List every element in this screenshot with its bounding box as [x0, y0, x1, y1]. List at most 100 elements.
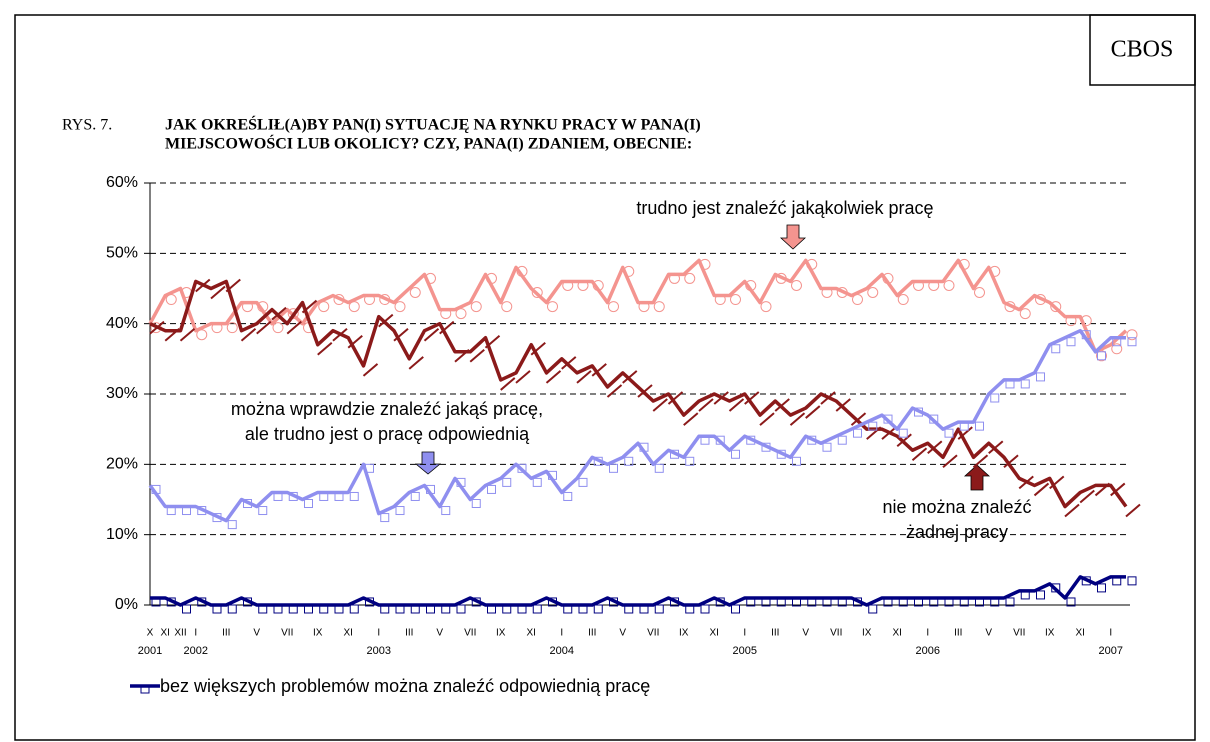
marker [700, 435, 710, 445]
marker [272, 322, 284, 334]
marker [591, 363, 607, 377]
marker [774, 398, 790, 412]
marker [1112, 576, 1122, 586]
marker [958, 258, 970, 270]
marker [776, 597, 786, 607]
x-year-label: 2003 [367, 645, 391, 657]
marker [287, 308, 299, 320]
marker [423, 327, 440, 342]
marker [775, 272, 787, 284]
marker [501, 301, 513, 313]
badge-box [1089, 14, 1196, 86]
arrow [779, 224, 807, 250]
marker [944, 597, 954, 607]
series-line [148, 258, 1128, 354]
marker [1049, 475, 1065, 490]
marker [776, 449, 786, 459]
marker [913, 279, 924, 291]
marker [728, 398, 745, 412]
marker [988, 440, 1004, 454]
marker [395, 604, 405, 614]
marker [456, 604, 466, 614]
marker [440, 308, 452, 320]
marker [683, 412, 699, 426]
marker [288, 604, 298, 614]
marker [1020, 590, 1030, 600]
x-tick-label: III [588, 628, 596, 639]
marker [745, 279, 757, 291]
marker [1036, 372, 1045, 382]
x-tick-label: III [954, 628, 962, 639]
marker [959, 421, 969, 431]
x-tick-label: XI [527, 628, 536, 639]
marker [347, 334, 363, 349]
marker [606, 384, 623, 398]
marker [286, 320, 302, 335]
marker [882, 272, 894, 284]
marker [806, 258, 818, 270]
marker [653, 301, 665, 313]
marker [530, 342, 546, 356]
marker [334, 604, 344, 614]
marker [821, 287, 833, 298]
marker [852, 294, 863, 306]
marker [1097, 351, 1106, 361]
x-tick-label: I [377, 628, 380, 639]
y-tick-label: 50% [106, 245, 138, 262]
marker [959, 597, 969, 607]
marker [700, 604, 710, 614]
marker [408, 356, 424, 370]
marker [151, 597, 161, 607]
marker [1005, 379, 1015, 389]
marker [333, 294, 345, 306]
marker [972, 454, 989, 469]
marker [365, 463, 374, 473]
marker [517, 604, 527, 614]
marker [1094, 482, 1111, 497]
marker [364, 294, 375, 306]
title: MIEJSCOWOŚCI LUB OKOLICY? CZY, PANA(I) Z… [165, 134, 692, 153]
marker [1097, 583, 1106, 593]
marker [225, 278, 241, 293]
marker [685, 456, 695, 466]
y-tick-label: 10% [106, 526, 138, 543]
marker [197, 506, 207, 516]
x-tick-label: I [194, 628, 197, 639]
marker [853, 597, 862, 607]
marker [288, 491, 298, 501]
marker [639, 604, 649, 614]
x-tick-label: XI [1076, 628, 1085, 639]
marker [151, 484, 161, 494]
marker [182, 506, 191, 516]
marker [502, 477, 512, 487]
marker [914, 597, 923, 607]
marker [654, 463, 664, 473]
marker [807, 597, 817, 607]
x-tick-label: IX [313, 628, 323, 639]
marker [318, 301, 330, 313]
marker [409, 287, 421, 298]
legend-label: bez większych problemów można znaleźć od… [160, 676, 650, 696]
marker [639, 442, 649, 452]
marker [792, 597, 801, 607]
marker [760, 301, 772, 313]
marker [746, 435, 756, 445]
annotation: ale trudno jest o pracę odpowiednią [245, 424, 530, 444]
x-tick-label: I [1109, 628, 1112, 639]
marker [622, 370, 638, 384]
x-year-label: 2005 [733, 645, 757, 657]
marker [761, 442, 771, 452]
marker [410, 604, 420, 614]
x-tick-label: III [771, 628, 779, 639]
marker [822, 597, 832, 607]
marker [713, 391, 729, 405]
x-tick-label: V [802, 628, 809, 639]
marker [1081, 576, 1091, 586]
marker [975, 421, 984, 431]
marker [1081, 330, 1091, 340]
marker [562, 279, 574, 291]
marker [545, 370, 562, 384]
marker [365, 597, 374, 607]
series-line [149, 279, 1128, 509]
marker [670, 597, 679, 607]
